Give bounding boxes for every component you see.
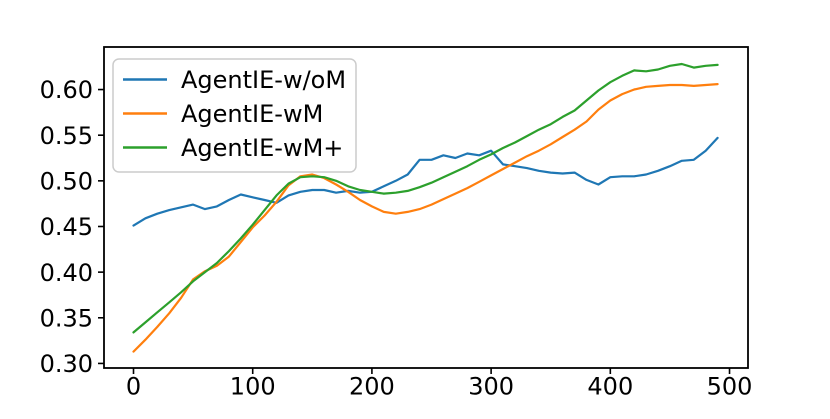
legend: AgentIE-w/oM AgentIE-wM AgentIE-wM+ xyxy=(112,58,357,173)
x-tick-label: 0 xyxy=(126,373,141,401)
x-tick-label: 100 xyxy=(230,373,276,401)
y-tick-label: 0.45 xyxy=(40,213,93,241)
y-axis: 0.30 0.35 0.40 0.45 0.50 0.55 0.60 xyxy=(40,76,104,378)
legend-label-0: AgentIE-w/oM xyxy=(181,66,346,94)
x-axis: 0 100 200 300 400 500 xyxy=(126,368,753,401)
x-tick-label: 200 xyxy=(349,373,395,401)
x-tick-label: 300 xyxy=(468,373,514,401)
y-tick-label: 0.30 xyxy=(40,350,93,378)
plot-frame xyxy=(103,46,749,369)
series-line-w-m-plus xyxy=(132,62,719,334)
y-tick-label: 0.40 xyxy=(40,259,93,287)
y-tick-label: 0.55 xyxy=(40,122,93,150)
series-line-w-o-m xyxy=(132,136,719,227)
legend-label-2: AgentIE-wM+ xyxy=(181,134,343,162)
legend-label-1: AgentIE-wM xyxy=(181,100,323,128)
series-lines xyxy=(132,62,719,353)
y-tick-label: 0.50 xyxy=(40,168,93,196)
y-tick-label: 0.60 xyxy=(40,76,93,104)
y-tick-label: 0.35 xyxy=(40,304,93,332)
x-tick-label: 400 xyxy=(587,373,633,401)
series-line-w-m xyxy=(132,82,719,353)
legend-box xyxy=(112,58,357,173)
x-tick-label: 500 xyxy=(707,373,753,401)
